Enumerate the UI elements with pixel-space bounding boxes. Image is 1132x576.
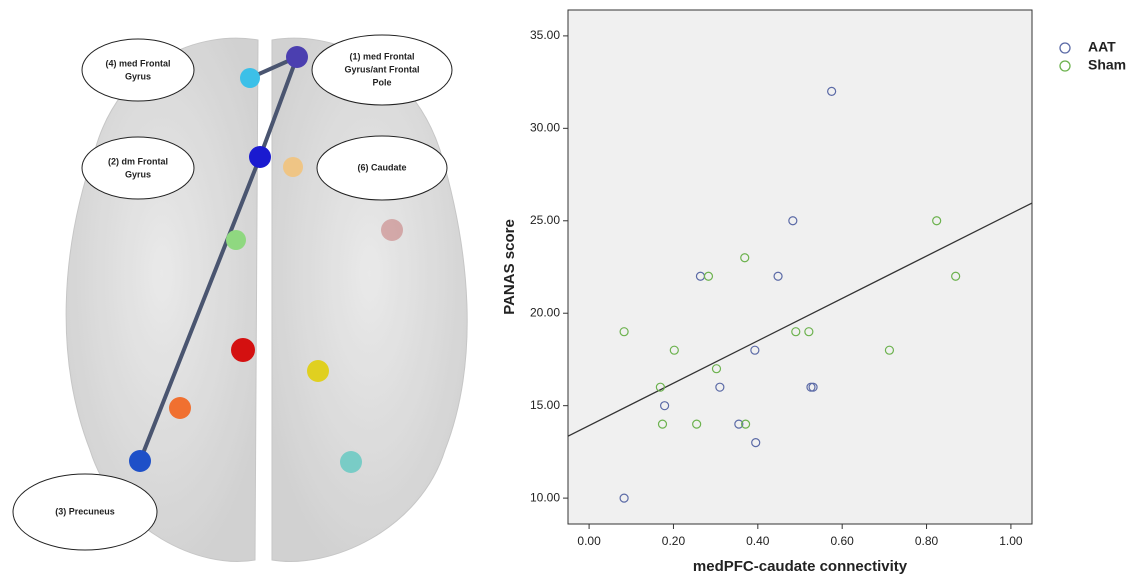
x-tick-label: 0.20 [662, 534, 686, 548]
brain-diagram: (4) med Frontal Gyrus (1) med Frontal Gy… [13, 35, 467, 562]
x-tick-label: 1.00 [999, 534, 1023, 548]
label-bubble [82, 39, 194, 101]
y-tick-label: 25.00 [530, 213, 560, 227]
region-label: Pole [372, 77, 391, 87]
node [286, 46, 308, 68]
y-tick-label: 10.00 [530, 490, 560, 504]
label-bubble [82, 137, 194, 199]
legend-marker [1060, 61, 1070, 71]
node [283, 157, 303, 177]
region-label: Gyrus [125, 169, 151, 179]
plot-area [568, 10, 1032, 524]
legend-marker [1060, 43, 1070, 53]
x-tick-label: 0.60 [831, 534, 855, 548]
legend-label: Sham [1088, 57, 1126, 73]
node [381, 219, 403, 241]
region-label: (4) med Frontal [105, 58, 170, 68]
node [169, 397, 191, 419]
node [249, 146, 271, 168]
region-label: (1) med Frontal [349, 51, 414, 61]
node [231, 338, 255, 362]
region-label: Gyrus/ant Frontal [344, 64, 419, 74]
y-tick-label: 15.00 [530, 398, 560, 412]
region-label: Gyrus [125, 71, 151, 81]
x-axis-title: medPFC-caudate connectivity [693, 558, 908, 575]
node [129, 450, 151, 472]
region-label: (3) Precuneus [55, 506, 115, 516]
y-axis-title: PANAS score [501, 219, 518, 315]
figure: (4) med Frontal Gyrus (1) med Frontal Gy… [0, 0, 1132, 576]
y-tick-label: 35.00 [530, 28, 560, 42]
y-tick-label: 20.00 [530, 305, 560, 319]
region-label: (6) Caudate [357, 162, 406, 172]
node [240, 68, 260, 88]
region-label: (2) dm Frontal [108, 156, 168, 166]
y-tick-label: 30.00 [530, 121, 560, 135]
x-tick-label: 0.80 [915, 534, 939, 548]
legend-label: AAT [1088, 39, 1116, 55]
node [226, 230, 246, 250]
x-tick-label: 0.40 [746, 534, 770, 548]
node [340, 451, 362, 473]
node [307, 360, 329, 382]
right-hemisphere [272, 38, 467, 561]
x-tick-label: 0.00 [577, 534, 601, 548]
